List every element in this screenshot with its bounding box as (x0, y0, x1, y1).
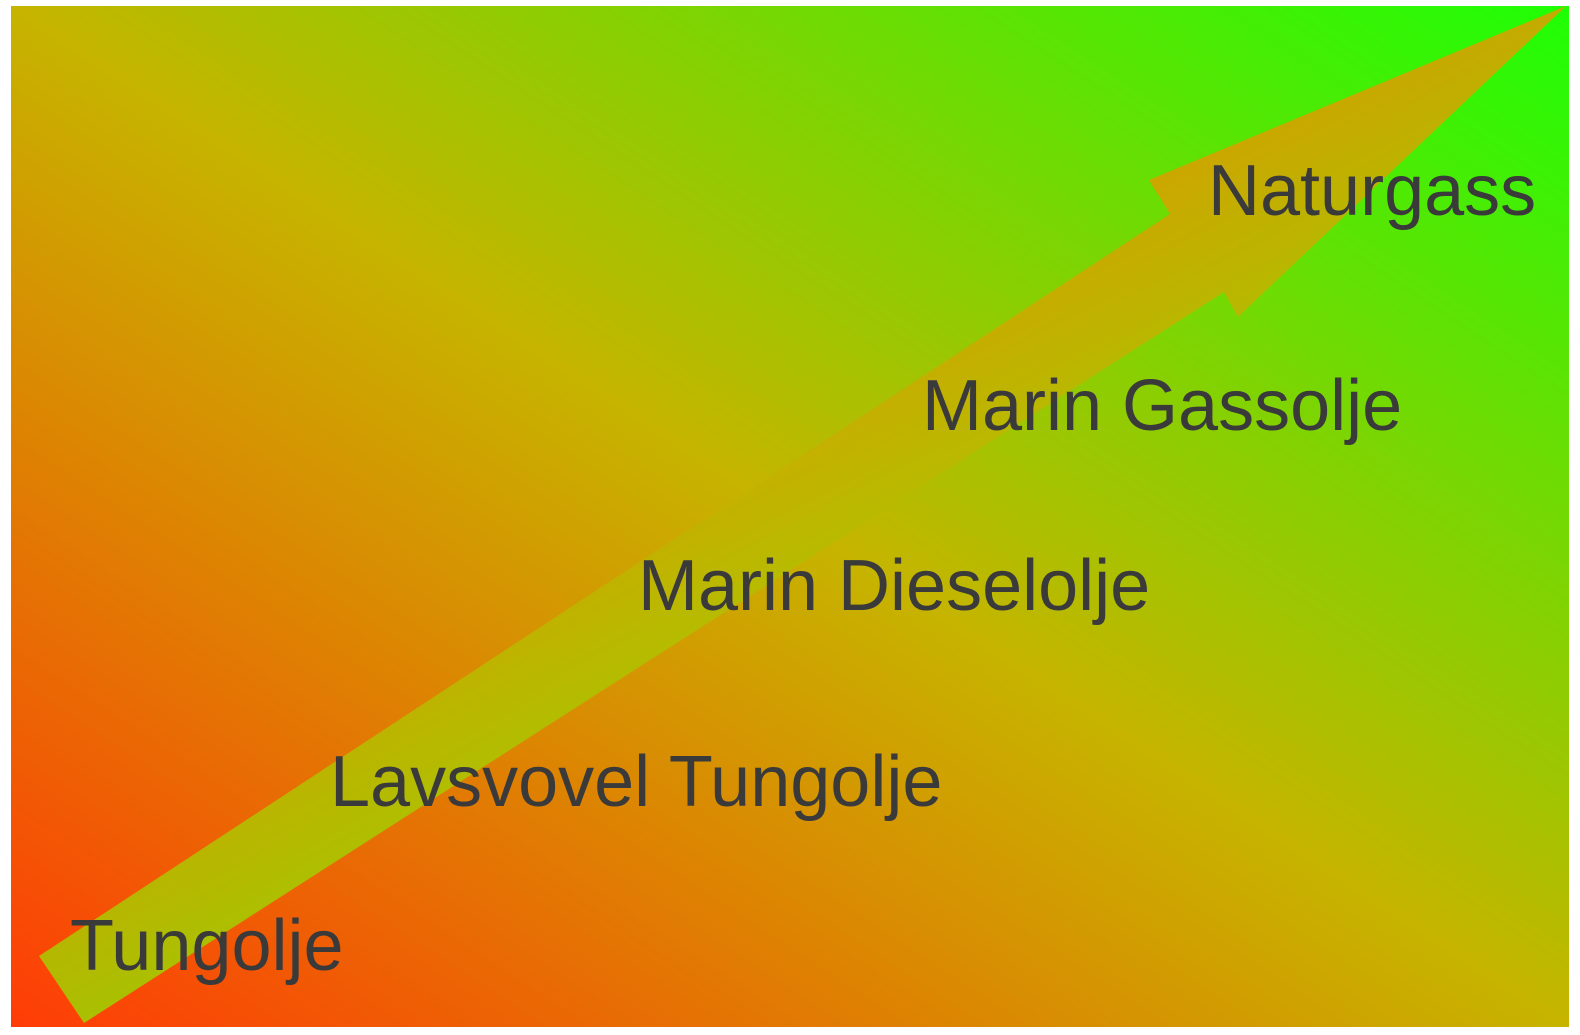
label-marin-gassolje: Marin Gassolje (922, 366, 1402, 446)
label-marin-dieselolje: Marin Dieselolje (638, 546, 1150, 626)
label-lavsvovel-tungolje: Lavsvovel Tungolje (330, 742, 942, 822)
label-tungolje: Tungolje (70, 906, 344, 986)
upward-arrow-icon (39, 6, 1566, 1023)
label-natdisclaimer: Naturgass (1208, 151, 1536, 231)
